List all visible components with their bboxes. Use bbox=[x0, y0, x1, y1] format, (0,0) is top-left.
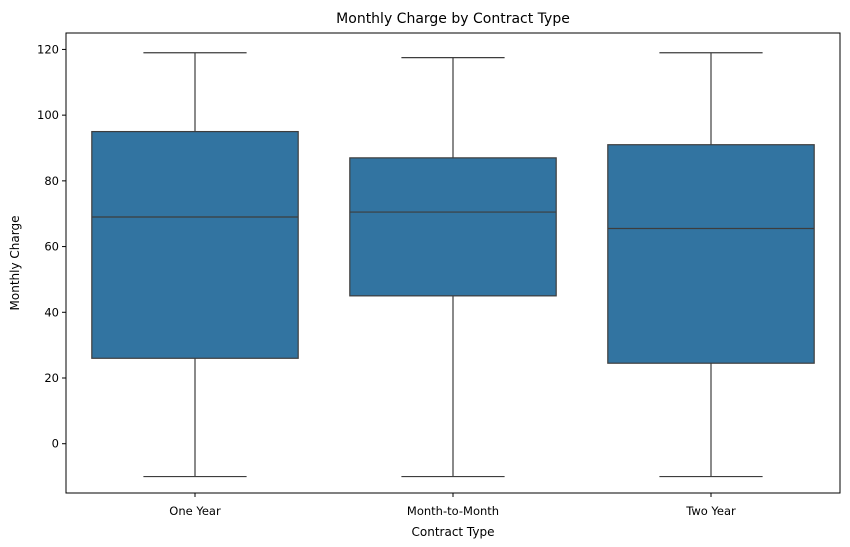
y-tick-label: 40 bbox=[44, 305, 59, 319]
y-axis-label: Monthly Charge bbox=[8, 216, 22, 311]
plot-area bbox=[91, 52, 815, 478]
x-tick-label: One Year bbox=[169, 504, 221, 518]
x-axis: One Year Month-to-Month Two Year bbox=[169, 493, 736, 518]
y-tick-label: 80 bbox=[44, 174, 59, 188]
box-group bbox=[349, 57, 557, 478]
y-tick-label: 100 bbox=[37, 108, 59, 122]
box-group bbox=[607, 52, 815, 478]
box-group bbox=[91, 52, 299, 478]
x-axis-label: Contract Type bbox=[412, 525, 495, 539]
x-tick-label: Month-to-Month bbox=[407, 504, 499, 518]
x-tick-label: Two Year bbox=[685, 504, 736, 518]
y-tick-label: 120 bbox=[37, 42, 59, 56]
y-axis: 0 20 40 60 80 100 120 bbox=[37, 42, 66, 451]
iqr-box bbox=[91, 130, 299, 359]
y-tick-label: 20 bbox=[44, 371, 59, 385]
y-tick-label: 0 bbox=[52, 437, 59, 451]
y-tick-label: 60 bbox=[44, 240, 59, 254]
iqr-box bbox=[607, 144, 815, 364]
chart-title: Monthly Charge by Contract Type bbox=[336, 11, 570, 27]
iqr-box bbox=[349, 157, 557, 297]
